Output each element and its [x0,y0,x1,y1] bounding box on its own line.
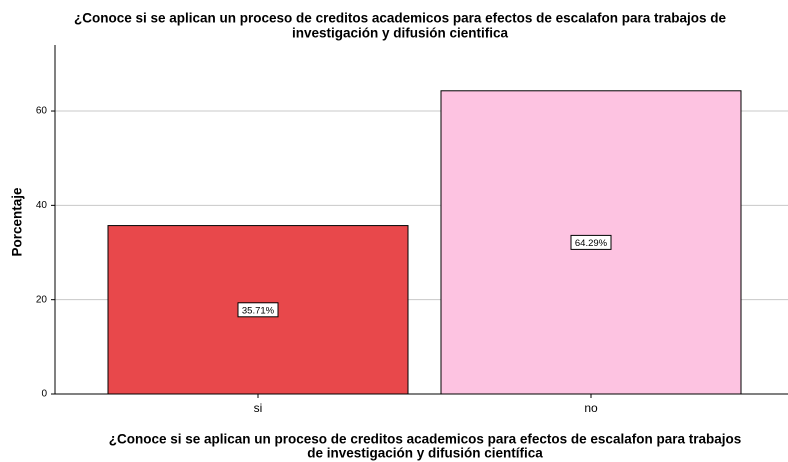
x-axis-title: ¿Conoce si se aplican un proceso de cred… [109,432,741,447]
x-tick-label: no [584,401,598,415]
y-tick-label: 0 [41,389,47,400]
value-label: 35.71% [242,305,275,316]
x-tick-label: si [254,401,263,415]
y-tick-label: 60 [36,106,48,117]
chart-title: ¿Conoce si se aplican un proceso de cred… [74,11,726,26]
y-axis-title: Porcentaje [10,187,25,257]
value-label-box [237,302,279,318]
chart-title: investigación y difusión cientifica [292,26,509,41]
x-axis-title: de investigación y difusión científica [307,446,543,461]
value-label-box [570,234,612,250]
value-label: 64.29% [575,238,608,249]
y-tick-label: 40 [36,200,48,211]
y-tick-label: 20 [36,294,48,305]
